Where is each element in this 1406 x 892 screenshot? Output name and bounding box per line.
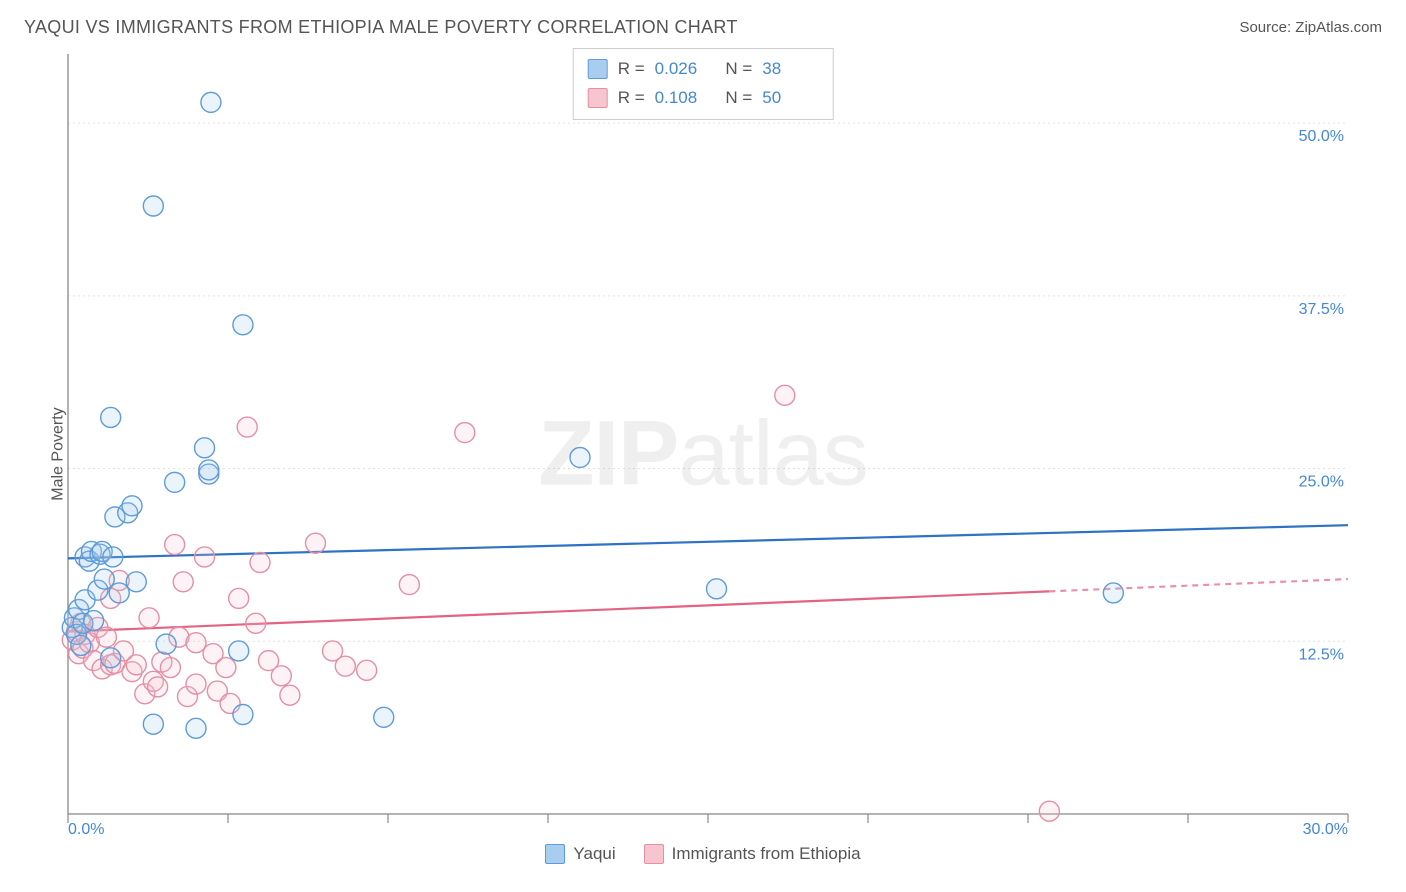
chart-area: Male Poverty 12.5% 25.0% 37.5% 50.0% 0.0% 30.… xyxy=(18,44,1388,864)
legend-label-ethiopia: Immigrants from Ethiopia xyxy=(672,844,861,864)
swatch-yaqui xyxy=(588,59,608,79)
svg-text:37.5%: 37.5% xyxy=(1299,301,1344,318)
svg-text:30.0%: 30.0% xyxy=(1303,821,1348,834)
stats-legend: R = 0.026 N = 38 R = 0.108 N = 50 xyxy=(573,48,834,120)
stats-row-yaqui: R = 0.026 N = 38 xyxy=(588,55,819,84)
chart-title: YAQUI VS IMMIGRANTS FROM ETHIOPIA MALE P… xyxy=(24,17,738,38)
legend-bottom: Yaqui Immigrants from Ethiopia xyxy=(18,844,1388,864)
stats-row-ethiopia: R = 0.108 N = 50 xyxy=(588,84,819,113)
scatter-chart: 12.5% 25.0% 37.5% 50.0% 0.0% 30.0% xyxy=(18,44,1388,834)
legend-item-ethiopia: Immigrants from Ethiopia xyxy=(644,844,861,864)
svg-text:50.0%: 50.0% xyxy=(1299,128,1344,145)
chart-source: Source: ZipAtlas.com xyxy=(1239,19,1382,36)
svg-text:25.0%: 25.0% xyxy=(1299,474,1344,491)
svg-text:12.5%: 12.5% xyxy=(1299,646,1344,663)
swatch-ethiopia xyxy=(588,88,608,108)
y-axis-label: Male Poverty xyxy=(50,407,68,500)
legend-label-yaqui: Yaqui xyxy=(573,844,615,864)
legend-swatch-ethiopia xyxy=(644,844,664,864)
legend-item-yaqui: Yaqui xyxy=(545,844,615,864)
svg-text:0.0%: 0.0% xyxy=(68,821,104,834)
legend-swatch-yaqui xyxy=(545,844,565,864)
